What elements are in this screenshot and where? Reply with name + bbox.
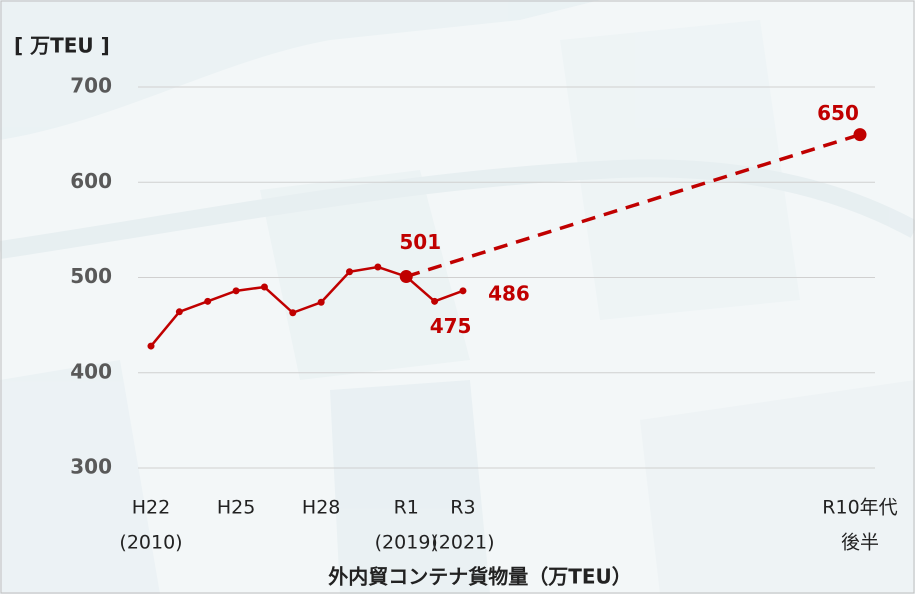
y-tick-label: 300 <box>70 455 112 479</box>
point <box>346 268 353 275</box>
point <box>459 287 466 294</box>
point <box>289 309 296 316</box>
point <box>148 343 155 350</box>
x-tick-label: (2021) <box>431 532 494 554</box>
x-tick-label: R10年代 <box>822 497 897 519</box>
chart-title: 外内貿コンテナ貨物量（万TEU） <box>328 565 632 589</box>
x-tick-label: H22 <box>132 497 170 519</box>
point <box>318 299 325 306</box>
data-label: 486 <box>488 281 530 305</box>
data-label: 650 <box>817 101 859 125</box>
x-tick-label: R1 <box>394 497 419 519</box>
y-tick-label: 700 <box>70 74 112 98</box>
forecast-point <box>854 128 867 141</box>
y-tick-label: 600 <box>70 169 112 193</box>
point <box>374 264 381 271</box>
x-tick-label: 後半 <box>841 532 879 554</box>
x-tick-label: H25 <box>217 497 255 519</box>
point <box>261 284 268 291</box>
point <box>176 308 183 315</box>
unit-label: [ 万TEU ] <box>14 34 110 58</box>
x-tick-label: (2010) <box>119 532 182 554</box>
chart: [ 万TEU ] 外内貿コンテナ貨物量（万TEU） 300 400 500 600 70… <box>0 0 915 594</box>
point <box>233 287 240 294</box>
point <box>204 298 211 305</box>
point <box>431 298 438 305</box>
x-tick-label: (2019) <box>375 532 438 554</box>
data-label: 501 <box>399 230 441 254</box>
forecast-point <box>400 270 413 283</box>
data-label: 475 <box>430 314 472 338</box>
x-tick-label: R3 <box>450 497 475 519</box>
x-tick-label: H28 <box>302 497 340 519</box>
y-tick-label: 500 <box>70 264 112 288</box>
y-tick-label: 400 <box>70 359 112 383</box>
